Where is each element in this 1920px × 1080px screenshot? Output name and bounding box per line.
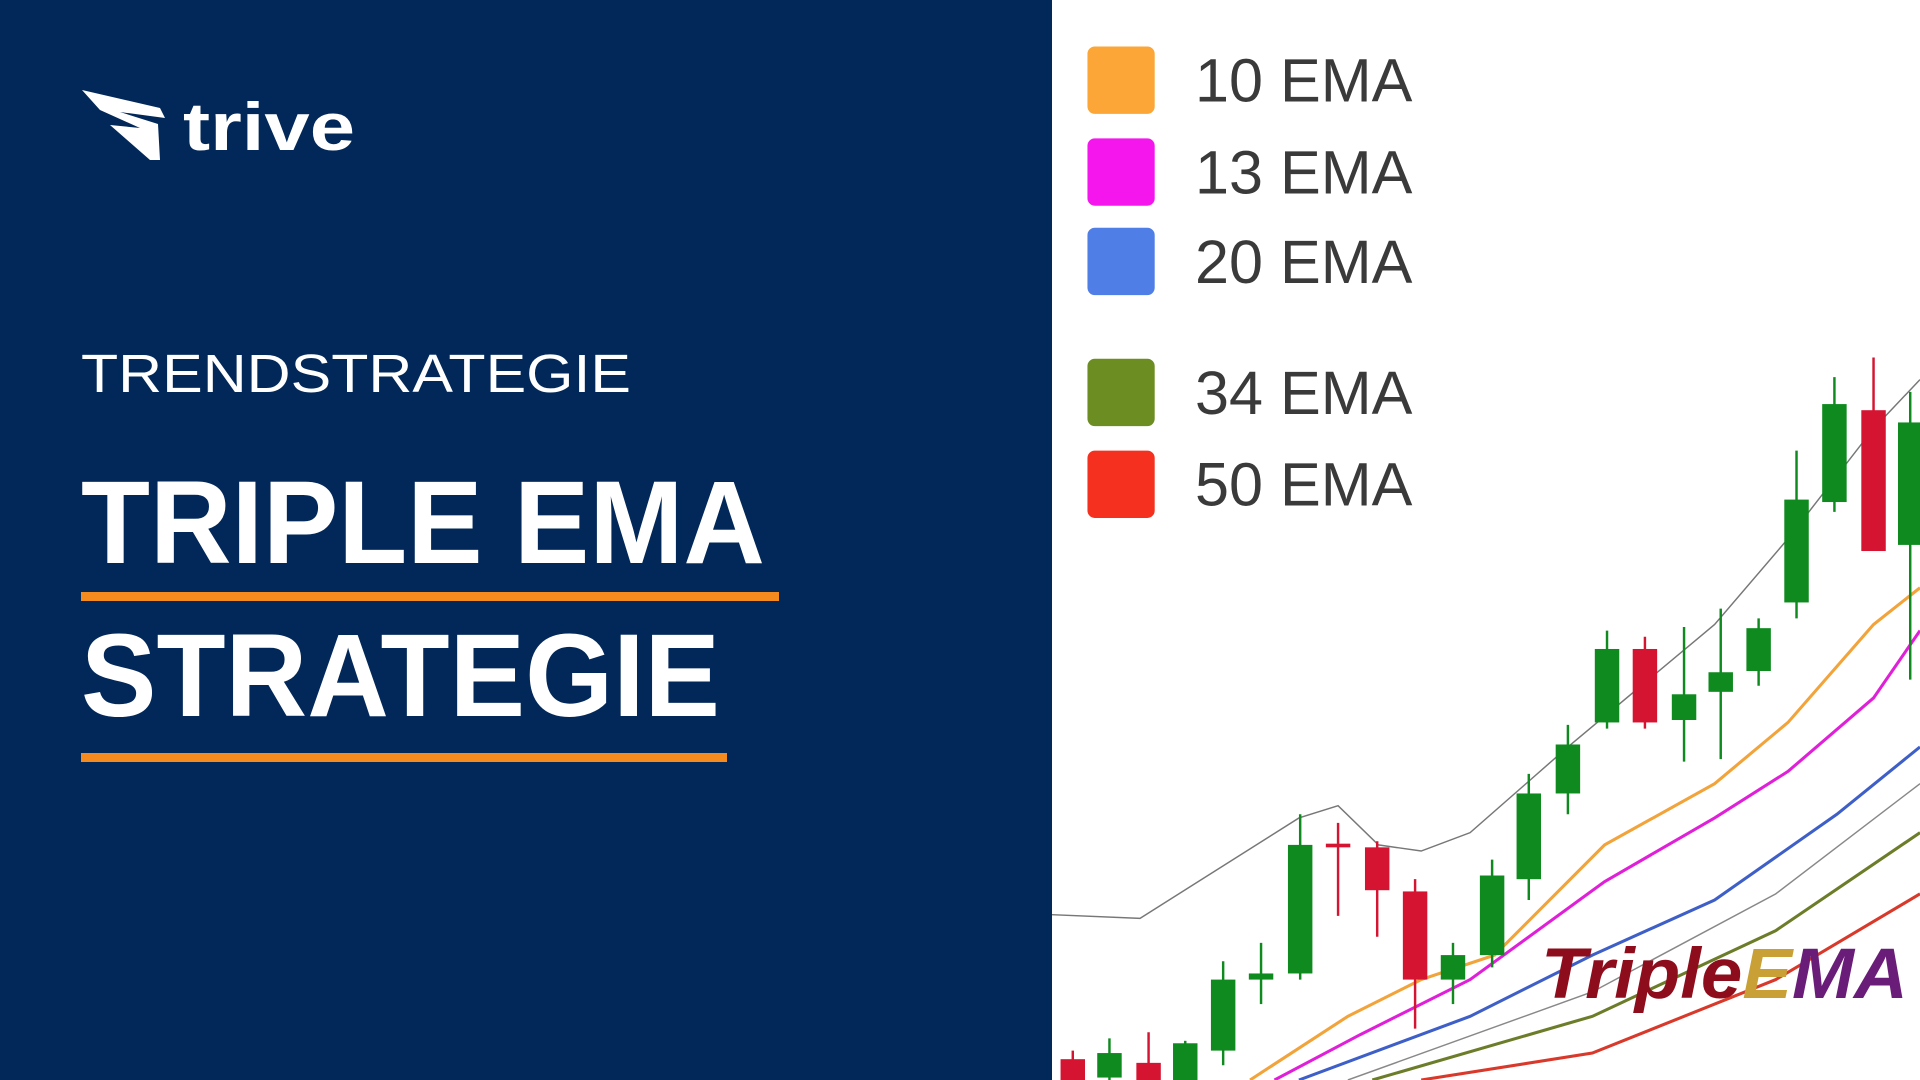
candle-body xyxy=(1402,891,1428,980)
ema-line xyxy=(1298,745,1920,1080)
legend-swatch xyxy=(1087,138,1155,206)
candle-body xyxy=(1173,1043,1198,1080)
watermark: Triple EMA xyxy=(1541,935,1908,1014)
candle-body xyxy=(1594,648,1620,723)
ema-line xyxy=(1249,586,1920,1080)
candle-body xyxy=(1248,973,1274,980)
candle-body xyxy=(1516,793,1542,880)
logo: trive xyxy=(82,89,355,165)
candle-body xyxy=(1097,1053,1122,1078)
candle-body xyxy=(1861,410,1886,552)
candle-body xyxy=(1479,875,1505,956)
candle-body xyxy=(1555,744,1581,794)
watermark-part: Triple xyxy=(1541,935,1742,1014)
candle-body xyxy=(1632,648,1658,723)
ema-lines xyxy=(1052,379,1920,1080)
logo-text: trive xyxy=(183,89,355,165)
watermark-part: E xyxy=(1742,935,1794,1014)
candle-body xyxy=(1897,422,1920,545)
underline xyxy=(81,592,779,601)
title-line: STRATEGIE xyxy=(81,610,720,742)
candle-body xyxy=(1287,844,1313,974)
candle-body xyxy=(1364,847,1390,891)
candle-body xyxy=(1784,499,1809,603)
watermark-part: MA xyxy=(1792,935,1908,1014)
underline xyxy=(81,753,727,762)
legend-label: 50 EMA xyxy=(1195,451,1413,519)
legend-swatch xyxy=(1087,450,1155,518)
legend-label: 20 EMA xyxy=(1195,228,1413,296)
legend: 10 EMA 13 EMA 20 EMA 34 EMA 50 EMA xyxy=(1087,46,1413,519)
ema-line xyxy=(1273,629,1920,1080)
envelope-line xyxy=(1052,379,1920,920)
candles xyxy=(1060,357,1920,1080)
candle-body xyxy=(1746,628,1771,672)
legend-label: 34 EMA xyxy=(1195,359,1413,427)
candle-body xyxy=(1671,694,1697,720)
ema-line xyxy=(1420,892,1920,1080)
envelope-line xyxy=(1347,783,1920,1080)
candle-body xyxy=(1325,843,1351,848)
legend-label: 13 EMA xyxy=(1195,138,1413,206)
left-panel xyxy=(0,0,1052,1080)
chart-illustration: 10 EMA 13 EMA 20 EMA 34 EMA 50 EMA Triple EMA xyxy=(1052,46,1920,1080)
candle-body xyxy=(1060,1059,1086,1080)
logo-wing xyxy=(82,90,165,160)
candle-body xyxy=(1822,404,1847,503)
candle-body xyxy=(1440,955,1466,980)
legend-swatch xyxy=(1087,227,1155,296)
kicker: TRENDSTRATEGIE xyxy=(81,344,631,404)
legend-swatch xyxy=(1087,46,1155,114)
legend-label: 10 EMA xyxy=(1195,47,1413,115)
title-line: TRIPLE EMA xyxy=(81,457,765,589)
legend-swatch xyxy=(1087,358,1155,427)
candle-body xyxy=(1210,979,1236,1051)
ema-line xyxy=(1371,831,1920,1080)
candle-body xyxy=(1136,1062,1161,1080)
candle-body xyxy=(1708,672,1733,692)
